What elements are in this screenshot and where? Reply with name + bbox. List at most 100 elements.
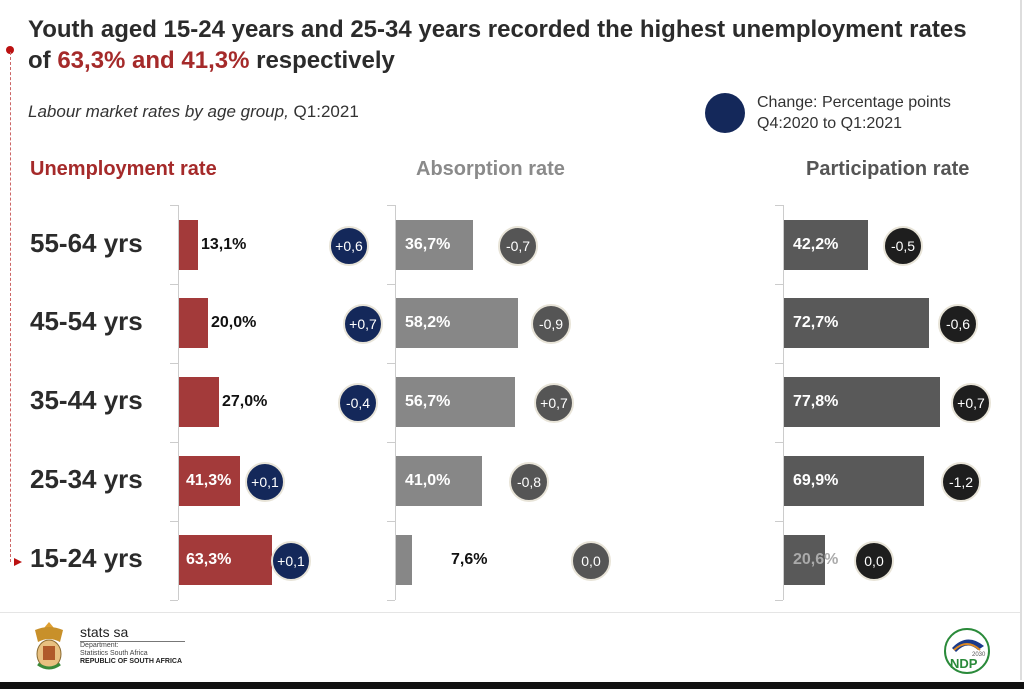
bar — [784, 535, 825, 585]
bottom-bar — [0, 682, 1024, 689]
age-label: 45-54 yrs — [30, 306, 143, 336]
dept-line-1: Department: — [80, 642, 119, 649]
ndp-logo-icon: 2030 NDP — [944, 628, 990, 674]
dept-line-3: REPUBLIC OF SOUTH AFRICA — [80, 658, 183, 665]
panel-axis-2 — [783, 205, 784, 600]
axis-tick — [170, 521, 178, 522]
pointer-dashed-line — [10, 52, 11, 562]
data-label: 63,3% — [186, 551, 232, 568]
axis-tick — [170, 284, 178, 285]
data-label: 58,2% — [405, 314, 451, 331]
bar — [179, 298, 208, 348]
axis-tick — [387, 442, 395, 443]
title-text-end: respectively — [249, 47, 395, 74]
dept-line-2: Statistics South Africa — [80, 650, 148, 657]
panel-title-2: Participation rate — [806, 158, 970, 180]
change-bubble: +0,1 — [245, 462, 285, 502]
legend-line-1: Change: Percentage points — [757, 94, 951, 111]
bar — [784, 220, 868, 270]
axis-tick — [170, 205, 178, 206]
change-bubble: -0,6 — [938, 304, 978, 344]
bar — [396, 220, 473, 270]
brand-name: stats sa — [80, 624, 185, 642]
change-bubble: +0,6 — [329, 226, 369, 266]
change-bubble: -1,2 — [941, 462, 981, 502]
subtitle-italic: Labour market rates by age group, — [28, 102, 289, 121]
data-label: 77,8% — [793, 393, 839, 410]
pointer-dot-icon — [6, 46, 14, 54]
age-label: 15-24 yrs — [30, 543, 143, 573]
change-bubble: +0,7 — [951, 383, 991, 423]
data-label: 42,2% — [793, 236, 839, 253]
subtitle-period: Q1:2021 — [288, 102, 359, 121]
age-label: 55-64 yrs — [30, 228, 143, 258]
axis-tick — [387, 284, 395, 285]
ndp-year: 2030 — [972, 652, 986, 658]
data-label: 69,9% — [793, 472, 839, 489]
bar — [179, 535, 272, 585]
bar — [179, 377, 219, 427]
legend-circle-icon — [705, 93, 745, 133]
axis-tick — [775, 442, 783, 443]
title-text: Youth aged 15-24 years and 25-34 years r… — [28, 16, 967, 74]
axis-tick — [387, 521, 395, 522]
change-bubble: -0,4 — [338, 383, 378, 423]
data-label: 20,6% — [793, 551, 839, 568]
legend-line-2: Q4:2020 to Q1:2021 — [757, 115, 902, 132]
change-bubble: +0,1 — [271, 541, 311, 581]
bar — [396, 298, 518, 348]
panel-axis-0 — [178, 205, 179, 600]
bar — [179, 456, 240, 506]
data-label: 20,0% — [211, 314, 257, 331]
change-bubble: 0,0 — [854, 541, 894, 581]
panel-title-1: Absorption rate — [416, 158, 565, 180]
axis-tick — [775, 363, 783, 364]
change-bubble: +0,7 — [534, 383, 574, 423]
data-label: 72,7% — [793, 314, 839, 331]
change-bubble: -0,5 — [883, 226, 923, 266]
data-label: 56,7% — [405, 393, 451, 410]
slide-title: Youth aged 15-24 years and 25-34 years r… — [28, 14, 988, 76]
axis-tick — [387, 600, 395, 601]
data-label: 41,0% — [405, 472, 451, 489]
change-bubble: +0,7 — [343, 304, 383, 344]
legend: Change: Percentage points Q4:2020 to Q1:2… — [705, 92, 951, 134]
pointer-arrow-icon — [14, 558, 22, 566]
axis-tick — [170, 600, 178, 601]
data-label: 36,7% — [405, 236, 451, 253]
bar — [396, 377, 515, 427]
chart-subtitle: Labour market rates by age group, Q1:202… — [28, 102, 359, 122]
panel-title-0: Unemployment rate — [30, 158, 217, 180]
panel-axis-1 — [395, 205, 396, 600]
bar — [784, 456, 924, 506]
data-label: 27,0% — [222, 393, 268, 410]
change-bubble: -0,8 — [509, 462, 549, 502]
stats-sa-brand: stats sa Department: Statistics South Af… — [80, 624, 185, 665]
axis-tick — [775, 600, 783, 601]
age-label: 25-34 yrs — [30, 464, 143, 494]
change-bubble: -0,9 — [531, 304, 571, 344]
axis-tick — [170, 363, 178, 364]
axis-tick — [387, 205, 395, 206]
coat-of-arms-icon — [35, 622, 63, 670]
footer — [0, 612, 1020, 681]
axis-tick — [775, 521, 783, 522]
change-bubble: -0,7 — [498, 226, 538, 266]
bar — [179, 220, 198, 270]
change-bubble: 0,0 — [571, 541, 611, 581]
data-label: 7,6% — [451, 551, 488, 568]
bar — [784, 298, 929, 348]
ndp-text: NDP — [950, 656, 978, 671]
bar — [784, 377, 940, 427]
axis-tick — [387, 363, 395, 364]
axis-tick — [775, 205, 783, 206]
title-highlight: 63,3% and 41,3% — [57, 47, 250, 74]
age-label: 35-44 yrs — [30, 385, 143, 415]
axis-tick — [170, 442, 178, 443]
bar — [396, 535, 412, 585]
data-label: 13,1% — [201, 236, 247, 253]
data-label: 41,3% — [186, 472, 232, 489]
bar — [396, 456, 482, 506]
axis-tick — [775, 284, 783, 285]
